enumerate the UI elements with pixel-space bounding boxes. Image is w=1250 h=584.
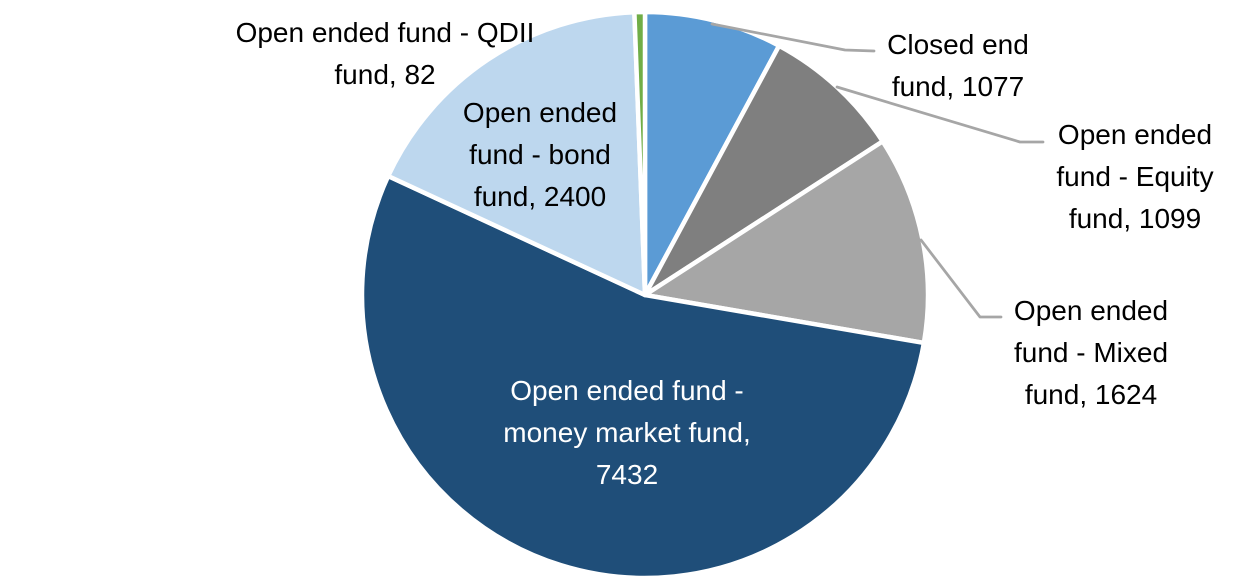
leader-line-equity	[835, 85, 1045, 144]
data-label-line: fund - Mixed	[1013, 337, 1169, 368]
leader-line-mixed	[919, 238, 1003, 319]
data-label-money-market-fund: Open ended fund - money market fund, 743…	[503, 370, 750, 496]
pie-slice-money	[359, 173, 927, 581]
data-label-line: Closed end	[887, 29, 1029, 60]
data-label-line: 7432	[595, 459, 659, 490]
pie-slice-closed	[642, 9, 782, 298]
data-label-line: Open ended	[1057, 119, 1213, 150]
data-label-bond-fund: Open ended fund - bond fund, 2400	[463, 92, 617, 218]
pie-slice-bond	[385, 9, 648, 298]
data-label-mixed-fund: Open ended fund - Mixed fund, 1624	[1014, 290, 1168, 416]
leader-line-closed	[710, 22, 876, 53]
data-label-line: fund - Equity	[1056, 161, 1214, 192]
data-label-line: fund, 1624	[1024, 379, 1158, 410]
data-label-qdii-fund: Open ended fund - QDII fund, 82	[236, 12, 535, 96]
data-label-line: Open ended fund - QDII	[235, 17, 535, 48]
data-label-line: fund - bond	[469, 139, 611, 170]
data-label-line: Open ended	[462, 97, 618, 128]
data-label-closed-end-fund: Closed end fund, 1077	[887, 24, 1029, 108]
data-label-equity-fund: Open ended fund - Equity fund, 1099	[1056, 114, 1213, 240]
data-label-line: fund, 1077	[891, 71, 1025, 102]
data-label-line: Open ended	[1013, 295, 1169, 326]
pie-slice-mixed	[642, 139, 931, 346]
data-label-line: fund, 1099	[1068, 203, 1202, 234]
data-label-line: Open ended fund -	[510, 375, 744, 406]
data-label-line: money market fund,	[503, 417, 751, 448]
data-label-line: fund, 82	[334, 59, 436, 90]
pie-slice-qdii	[632, 9, 648, 298]
data-label-line: fund, 2400	[473, 181, 607, 212]
